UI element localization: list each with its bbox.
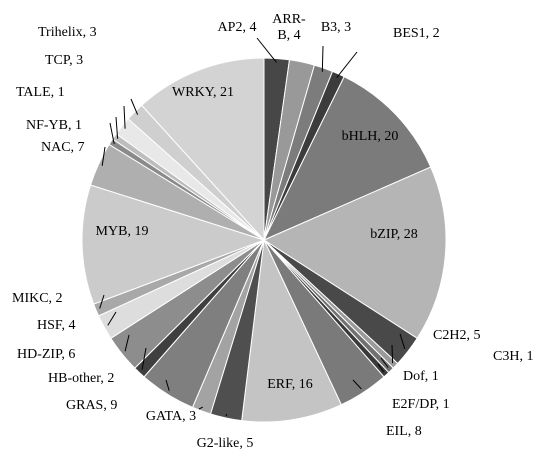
pie-slice-bzip — [262, 166, 447, 339]
data-label-hsf: HSF, 4 — [37, 318, 76, 333]
leader-line-b3 — [321, 45, 324, 72]
data-label-tcp: TCP, 3 — [45, 53, 83, 68]
pie-slice-wrky — [140, 57, 265, 242]
data-label-bes1: BES1, 2 — [393, 26, 440, 41]
data-label-gata: GATA, 3 — [146, 409, 196, 424]
leader-line-ap2 — [256, 37, 277, 63]
data-label-arr-b: ARR-B, 4 — [272, 12, 306, 43]
slices-layer — [81, 57, 447, 423]
leader-line-bes1 — [336, 51, 358, 78]
data-label-myb: MYB, 19 — [96, 224, 149, 239]
data-label-wrky: WRKY, 21 — [172, 85, 234, 100]
data-label-bhlh: bHLH, 20 — [342, 129, 399, 144]
data-label-c2h2: C2H2, 5 — [433, 328, 480, 343]
data-label-ap2: AP2, 4 — [218, 20, 257, 35]
pie-slice-erf — [241, 238, 342, 423]
data-label-erf: ERF, 16 — [267, 377, 313, 392]
data-label-b3: B3, 3 — [321, 20, 351, 35]
data-label-eil: EIL, 8 — [386, 424, 422, 439]
data-label-hb-other: HB-other, 2 — [48, 371, 114, 386]
data-label-c3h: C3H, 1 — [493, 349, 533, 364]
pie-slice-bhlh — [262, 75, 432, 242]
leader-line-trihelix — [130, 98, 139, 115]
leader-line-gata — [198, 406, 204, 410]
data-label-g2-like: G2-like, 5 — [197, 436, 254, 451]
leader-line-mikc — [99, 294, 105, 309]
leader-line-gras — [165, 379, 170, 391]
leader-line-eil — [352, 379, 362, 390]
data-label-gras: GRAS, 9 — [66, 398, 117, 413]
leader-line-c3h — [391, 344, 394, 364]
data-label-hd-zip: HD-ZIP, 6 — [17, 347, 75, 362]
leader-line-hsf — [107, 311, 117, 326]
data-label-e2f-dp: E2F/DP, 1 — [392, 397, 450, 412]
leader-line-nf-yb — [109, 122, 115, 144]
data-labels-layer: AP2, 4 ARR-B, 4 B3, 3 BES1, 2 bHLH, 20 bZIP, … — [12, 12, 533, 451]
leader-line-hd-zip — [124, 334, 130, 352]
leader-line-nac — [101, 146, 106, 166]
data-label-dof: Dof, 1 — [403, 369, 439, 384]
data-label-trihelix: Trihelix, 3 — [38, 25, 97, 40]
data-label-tale: TALE, 1 — [16, 85, 65, 100]
pie-slice-myb — [81, 184, 266, 305]
leader-lines-layer — [99, 37, 406, 417]
leader-line-tale — [115, 116, 119, 139]
leader-line-c2h2 — [399, 333, 406, 350]
leader-line-tcp — [123, 105, 126, 129]
leader-line-hb-other — [141, 347, 147, 370]
data-label-nf-yb: NF-YB, 1 — [26, 118, 82, 133]
leader-line-g2-like — [225, 413, 228, 417]
data-label-mikc: MIKC, 2 — [12, 291, 63, 306]
leader-line-e2f-dp — [377, 363, 385, 373]
data-label-bzip: bZIP, 28 — [370, 227, 417, 242]
leader-line-dof — [380, 357, 389, 368]
data-label-nac: NAC, 7 — [41, 140, 85, 155]
